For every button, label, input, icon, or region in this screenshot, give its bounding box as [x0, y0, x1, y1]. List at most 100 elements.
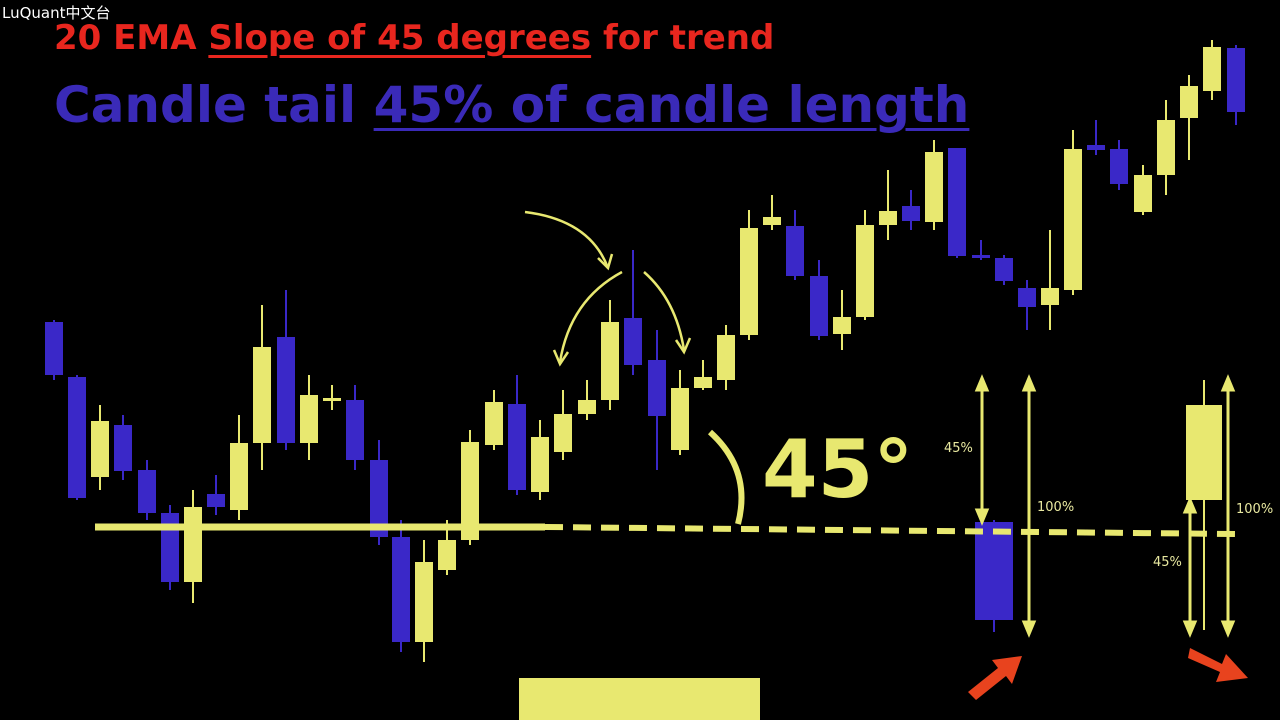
candle	[392, 520, 410, 652]
candle	[902, 190, 920, 230]
candle-body	[184, 507, 202, 582]
candle	[184, 490, 202, 603]
candle-body	[554, 414, 572, 452]
candle-body	[253, 347, 271, 443]
candle	[833, 290, 851, 350]
candle	[925, 140, 943, 230]
candle	[648, 330, 666, 470]
candle-body	[601, 322, 619, 400]
candle	[810, 260, 828, 340]
candle	[230, 415, 248, 520]
candle-body	[624, 318, 642, 365]
candle	[485, 390, 503, 450]
candle-body	[1203, 47, 1221, 91]
candle-body	[763, 217, 781, 225]
headline-1: 20 EMA Slope of 45 degrees for trend	[54, 18, 774, 58]
candle	[975, 520, 1013, 632]
headline-lead: 20 EMA	[54, 18, 197, 58]
headline-tail: for trend	[602, 18, 775, 58]
candle-body	[508, 404, 526, 490]
candle-body	[1064, 149, 1082, 290]
candle-body	[856, 225, 874, 317]
candle-body	[438, 540, 456, 570]
candle	[948, 148, 966, 258]
candle-body	[91, 421, 109, 477]
orange-arrows	[968, 648, 1248, 700]
candle	[1180, 75, 1198, 160]
candle-body	[392, 537, 410, 642]
candle-body	[415, 562, 433, 642]
headline-lead: Candle tail	[54, 76, 357, 134]
candle-body	[1157, 120, 1175, 175]
yellow-length-label: 100%	[1236, 502, 1273, 517]
candle-body	[810, 276, 828, 336]
candle	[531, 420, 549, 500]
candle	[346, 385, 364, 470]
candle	[995, 255, 1013, 285]
candle-body	[972, 255, 990, 258]
candle	[1186, 380, 1222, 630]
candle-body	[1110, 149, 1128, 184]
candle-body	[1041, 288, 1059, 305]
candle-body	[346, 400, 364, 460]
candle-body	[1087, 145, 1105, 150]
candle	[1134, 165, 1152, 215]
candle	[740, 210, 758, 340]
candle	[694, 360, 712, 390]
candle	[578, 380, 596, 420]
candle-body	[45, 322, 63, 375]
candle	[300, 375, 318, 460]
caption-bar	[519, 678, 760, 720]
candle	[601, 300, 619, 410]
candle	[1157, 100, 1175, 195]
candle	[763, 195, 781, 230]
candle	[138, 460, 156, 520]
candle-body	[1018, 288, 1036, 307]
candle-body	[833, 317, 851, 334]
ema-dashed-line	[544, 524, 1236, 537]
angle-arc	[707, 429, 745, 525]
candle	[415, 540, 433, 662]
candle	[717, 325, 735, 390]
candle-body	[786, 226, 804, 276]
candle	[68, 375, 86, 500]
blue-length-label: 100%	[1037, 500, 1074, 515]
candle	[1041, 230, 1059, 330]
candle	[253, 305, 271, 470]
candle	[1203, 40, 1221, 100]
candle	[508, 375, 526, 495]
candle-body	[648, 360, 666, 416]
candle-body	[717, 335, 735, 380]
candle-body	[694, 377, 712, 388]
candle-body	[485, 402, 503, 445]
candle	[323, 385, 341, 410]
blue-tail-label: 45%	[944, 441, 973, 456]
hand-arrows	[524, 210, 692, 367]
candle-body	[948, 148, 966, 256]
candle	[1064, 130, 1082, 295]
candle	[972, 240, 990, 260]
candle	[207, 475, 225, 515]
candle	[671, 370, 689, 455]
yellow-tail-label: 45%	[1153, 555, 1182, 570]
candle-body	[207, 494, 225, 507]
candle-body	[114, 425, 132, 471]
candle	[1087, 120, 1105, 155]
candle-body	[578, 400, 596, 414]
candle	[91, 405, 109, 490]
candle-body	[531, 437, 549, 492]
headline-2: Candle tail 45% of candle length	[54, 76, 969, 134]
candle-body	[1134, 175, 1152, 212]
candle-body	[68, 377, 86, 498]
candle	[1018, 280, 1036, 330]
candle-body	[975, 522, 1013, 620]
candle-body	[740, 228, 758, 335]
candle-body	[230, 443, 248, 510]
candle	[624, 250, 642, 375]
headline-underlined: 45% of candle length	[373, 76, 970, 134]
candle-body	[370, 460, 388, 537]
candle	[554, 390, 572, 460]
headline-underlined: Slope of 45 degrees	[208, 18, 592, 58]
